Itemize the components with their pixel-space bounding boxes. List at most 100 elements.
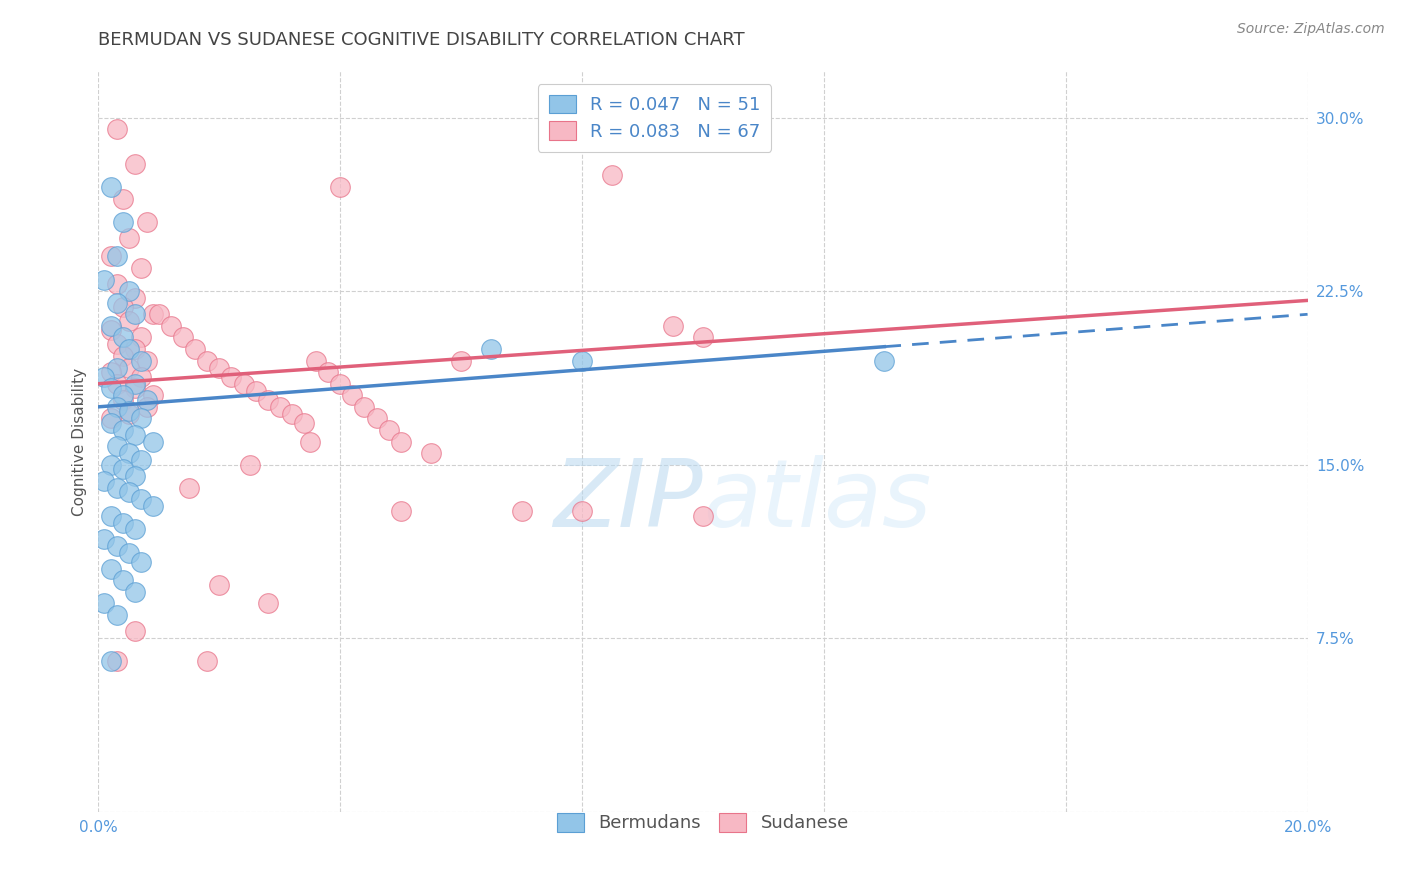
- Point: [100, 654, 122, 668]
- Point: [111, 349, 134, 363]
- Point: [100, 324, 122, 338]
- Point: [100, 381, 122, 395]
- Point: [111, 192, 134, 206]
- Point: [111, 215, 134, 229]
- Point: [100, 508, 122, 523]
- Point: [118, 284, 141, 298]
- Point: [100, 562, 122, 576]
- Point: [118, 545, 141, 560]
- Point: [305, 353, 328, 368]
- Point: [124, 381, 146, 395]
- Point: [111, 388, 134, 402]
- Point: [366, 411, 388, 425]
- Point: [377, 423, 399, 437]
- Point: [105, 376, 128, 391]
- Point: [692, 508, 714, 523]
- Point: [256, 597, 278, 611]
- Point: [100, 411, 122, 425]
- Point: [142, 388, 165, 402]
- Point: [195, 654, 218, 668]
- Point: [208, 360, 231, 375]
- Text: BERMUDAN VS SUDANESE COGNITIVE DISABILITY CORRELATION CHART: BERMUDAN VS SUDANESE COGNITIVE DISABILIT…: [98, 31, 745, 49]
- Point: [118, 314, 141, 328]
- Point: [93, 597, 115, 611]
- Point: [124, 469, 146, 483]
- Point: [129, 260, 152, 275]
- Point: [124, 427, 146, 442]
- Point: [135, 400, 157, 414]
- Point: [129, 555, 152, 569]
- Point: [142, 500, 165, 514]
- Point: [420, 446, 443, 460]
- Point: [124, 291, 146, 305]
- Point: [100, 318, 122, 333]
- Point: [179, 481, 201, 495]
- Point: [105, 439, 128, 453]
- Point: [105, 360, 128, 375]
- Point: [148, 307, 170, 321]
- Point: [602, 169, 624, 183]
- Point: [269, 400, 291, 414]
- Point: [129, 353, 152, 368]
- Point: [111, 392, 134, 407]
- Point: [105, 277, 128, 292]
- Point: [232, 376, 254, 391]
- Point: [111, 423, 134, 437]
- Point: [353, 400, 375, 414]
- Point: [118, 485, 141, 500]
- Point: [208, 578, 231, 592]
- Text: atlas: atlas: [703, 455, 931, 546]
- Point: [93, 272, 115, 286]
- Point: [239, 458, 262, 472]
- Point: [111, 301, 134, 315]
- Point: [111, 516, 134, 530]
- Point: [124, 157, 146, 171]
- Point: [245, 384, 267, 398]
- Point: [100, 365, 122, 379]
- Point: [281, 407, 304, 421]
- Point: [118, 404, 141, 418]
- Point: [111, 330, 134, 344]
- Point: [118, 446, 141, 460]
- Legend: Bermudans, Sudanese: Bermudans, Sudanese: [550, 805, 856, 839]
- Point: [100, 458, 122, 472]
- Point: [100, 416, 122, 430]
- Point: [510, 504, 533, 518]
- Point: [105, 654, 128, 668]
- Point: [93, 369, 115, 384]
- Point: [111, 574, 134, 588]
- Point: [118, 231, 141, 245]
- Point: [160, 318, 183, 333]
- Point: [105, 295, 128, 310]
- Point: [105, 122, 128, 136]
- Point: [873, 353, 896, 368]
- Point: [172, 330, 194, 344]
- Point: [118, 407, 141, 421]
- Point: [329, 376, 352, 391]
- Point: [105, 481, 128, 495]
- Point: [135, 392, 157, 407]
- Text: Source: ZipAtlas.com: Source: ZipAtlas.com: [1237, 22, 1385, 37]
- Point: [571, 504, 593, 518]
- Point: [129, 330, 152, 344]
- Point: [124, 376, 146, 391]
- Point: [389, 504, 412, 518]
- Point: [93, 532, 115, 546]
- Point: [118, 360, 141, 375]
- Y-axis label: Cognitive Disability: Cognitive Disability: [72, 368, 87, 516]
- Point: [316, 365, 339, 379]
- Point: [221, 369, 243, 384]
- Point: [142, 307, 165, 321]
- Point: [118, 342, 141, 356]
- Point: [129, 453, 152, 467]
- Point: [135, 215, 157, 229]
- Point: [481, 342, 503, 356]
- Point: [299, 434, 322, 449]
- Point: [105, 608, 128, 623]
- Point: [124, 585, 146, 599]
- Point: [105, 250, 128, 264]
- Point: [184, 342, 207, 356]
- Point: [450, 353, 472, 368]
- Point: [93, 474, 115, 488]
- Point: [195, 353, 218, 368]
